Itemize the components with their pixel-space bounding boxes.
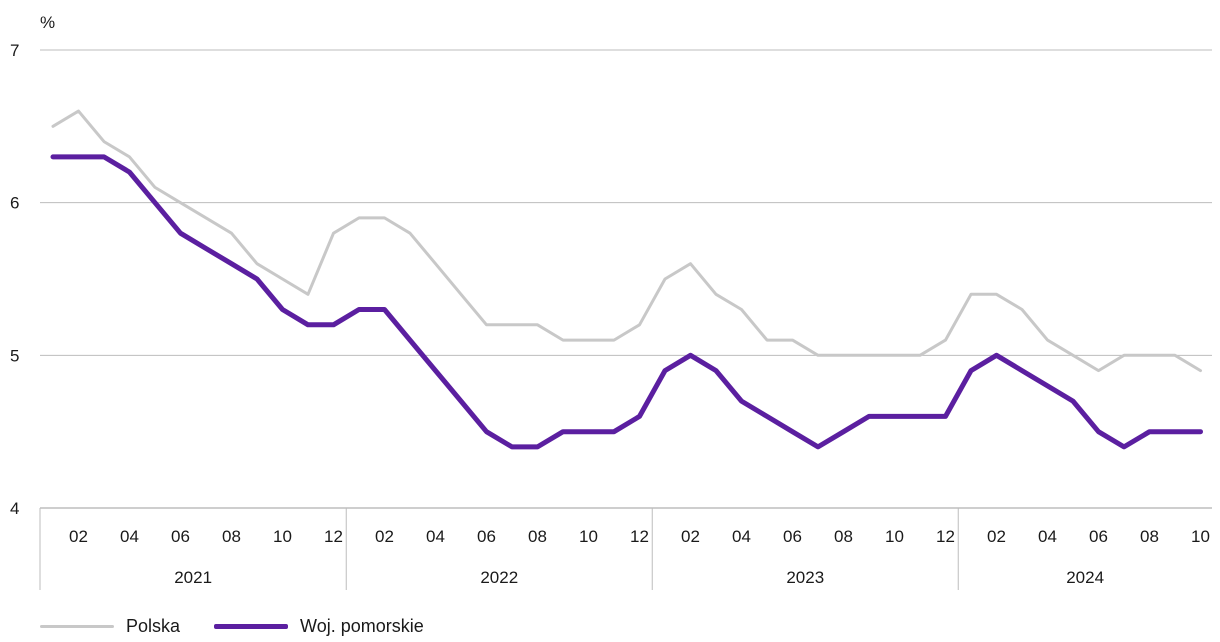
y-axis: 4 5 6 7	[10, 41, 19, 518]
y-tick-label: 5	[10, 346, 19, 365]
x-tick-label: 04	[732, 527, 751, 546]
x-tick-label: 04	[120, 527, 139, 546]
y-tick-label: 7	[10, 41, 19, 60]
x-tick-label: 10	[273, 527, 292, 546]
x-tick-label: 06	[783, 527, 802, 546]
year-label: 2022	[480, 568, 518, 587]
year-label: 2024	[1066, 568, 1104, 587]
legend: Polska Woj. pomorskie	[40, 616, 458, 637]
x-tick-label: 02	[69, 527, 88, 546]
legend-label-pomorskie: Woj. pomorskie	[300, 616, 424, 636]
x-tick-label: 06	[1089, 527, 1108, 546]
series-line-polska	[51, 109, 1202, 373]
legend-label-polska: Polska	[126, 616, 181, 636]
series-lines	[50, 109, 1203, 450]
series-line-pomorskie	[50, 154, 1203, 450]
legend-item-pomorskie: Woj. pomorskie	[214, 616, 424, 637]
x-tick-label: 02	[681, 527, 700, 546]
year-label: 2021	[174, 568, 212, 587]
y-tick-label: 4	[10, 499, 19, 518]
x-tick-label: 08	[1140, 527, 1159, 546]
x-tick-label: 12	[324, 527, 343, 546]
y-tick-label: 6	[10, 194, 19, 213]
y-axis-unit-label: %	[40, 13, 55, 32]
legend-swatch-pomorskie	[214, 624, 289, 629]
x-tick-label: 04	[1038, 527, 1057, 546]
x-tick-label: 04	[426, 527, 445, 546]
legend-swatch-polska	[40, 625, 114, 628]
x-tick-label: 10	[1191, 527, 1210, 546]
x-tick-label: 08	[834, 527, 853, 546]
legend-item-polska: Polska	[40, 616, 180, 637]
x-tick-label: 12	[630, 527, 649, 546]
x-tick-label: 10	[885, 527, 904, 546]
x-tick-label: 10	[579, 527, 598, 546]
x-tick-label: 06	[171, 527, 190, 546]
year-label: 2023	[786, 568, 824, 587]
x-tick-label: 02	[375, 527, 394, 546]
x-tick-label: 08	[222, 527, 241, 546]
grid-lines	[40, 49, 1212, 356]
x-tick-label: 06	[477, 527, 496, 546]
x-tick-label: 02	[987, 527, 1006, 546]
x-axis: 02 04 06 08 10 12 02 04 06 08 10 12 02 04 06 08 10 12 02 04…	[39, 507, 1212, 590]
x-tick-label: 12	[936, 527, 955, 546]
x-tick-label: 08	[528, 527, 547, 546]
